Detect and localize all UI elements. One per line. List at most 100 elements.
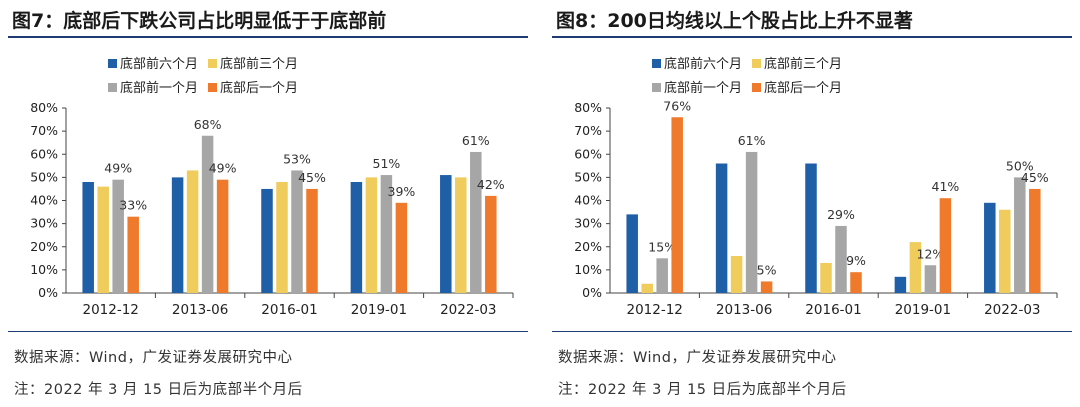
data-label: 49% bbox=[209, 161, 237, 176]
bar bbox=[656, 258, 668, 293]
data-label: 39% bbox=[388, 184, 416, 199]
bar bbox=[261, 188, 273, 293]
y-tick-label: 40% bbox=[574, 193, 602, 208]
figure-title: 图8：200日均线以上个股占比上升不显著 bbox=[556, 10, 913, 32]
legend-swatch bbox=[752, 83, 761, 92]
bar bbox=[112, 179, 124, 293]
legend-swatch bbox=[652, 83, 661, 92]
data-label: 53% bbox=[283, 151, 311, 166]
bar bbox=[306, 188, 318, 293]
x-tick-label: 2013-06 bbox=[716, 302, 772, 318]
bar bbox=[760, 281, 773, 293]
x-tick-label: 2019-01 bbox=[351, 302, 407, 318]
bar bbox=[127, 216, 139, 293]
data-label: 33% bbox=[119, 198, 147, 213]
source-divider bbox=[552, 331, 1072, 332]
y-tick-label: 20% bbox=[574, 239, 602, 254]
data-label: 5% bbox=[757, 262, 777, 277]
bar bbox=[939, 198, 952, 293]
data-label: 12% bbox=[917, 246, 945, 261]
y-tick-label: 50% bbox=[30, 169, 58, 184]
data-label: 45% bbox=[298, 170, 326, 185]
y-tick-label: 70% bbox=[574, 123, 602, 138]
figure-title: 图7：底部后下跌公司占比明显低于于底部前 bbox=[12, 10, 387, 32]
bar bbox=[470, 151, 482, 293]
x-tick-label: 2022-03 bbox=[440, 302, 496, 318]
legend-swatch bbox=[208, 59, 217, 68]
data-label: 68% bbox=[194, 117, 222, 132]
bar bbox=[626, 214, 638, 293]
bar bbox=[984, 202, 996, 293]
bar bbox=[924, 265, 937, 293]
bar bbox=[350, 182, 363, 293]
bar bbox=[730, 256, 743, 293]
legend-label: 底部前一个月 bbox=[120, 80, 198, 96]
y-tick-label: 60% bbox=[30, 146, 58, 161]
y-tick-label: 70% bbox=[30, 123, 58, 138]
legend-swatch bbox=[208, 83, 217, 92]
data-source: 数据来源：Wind，广发证券发展研究中心 bbox=[14, 350, 293, 366]
bar bbox=[909, 242, 922, 293]
bar bbox=[276, 182, 288, 293]
data-label: 42% bbox=[477, 177, 505, 192]
bar bbox=[455, 177, 467, 293]
x-tick-label: 2016-01 bbox=[261, 302, 317, 318]
bar bbox=[291, 170, 303, 293]
data-label: 9% bbox=[846, 253, 866, 268]
title-divider bbox=[8, 36, 528, 38]
data-label: 51% bbox=[373, 156, 401, 171]
legend-label: 底部后一个月 bbox=[220, 80, 298, 96]
bar bbox=[745, 151, 758, 293]
data-label: 50% bbox=[1006, 158, 1034, 173]
y-tick-label: 0% bbox=[582, 285, 602, 300]
data-label: 61% bbox=[738, 133, 766, 148]
data-source: 数据来源：Wind，广发证券发展研究中心 bbox=[558, 350, 837, 366]
y-tick-label: 30% bbox=[30, 216, 58, 231]
bar bbox=[485, 195, 497, 293]
data-label: 61% bbox=[462, 133, 490, 148]
y-tick-label: 20% bbox=[30, 239, 58, 254]
bar bbox=[715, 163, 728, 293]
bar bbox=[1014, 177, 1026, 293]
legend-swatch bbox=[752, 59, 761, 68]
data-label: 15% bbox=[648, 239, 676, 254]
legend-label: 底部前三个月 bbox=[764, 56, 842, 72]
y-tick-label: 10% bbox=[574, 262, 602, 277]
chart-panel-right: 图8：200日均线以上个股占比上升不显著 底部前六个月 底部前三个月 底部前一个月底… bbox=[552, 0, 1080, 407]
data-label: 49% bbox=[104, 161, 132, 176]
legend-swatch bbox=[108, 59, 117, 68]
x-tick-label: 2022-03 bbox=[984, 302, 1040, 318]
x-tick-label: 2016-01 bbox=[805, 302, 861, 318]
bar bbox=[216, 179, 229, 293]
bar bbox=[440, 175, 452, 293]
legend-label: 底部前六个月 bbox=[120, 56, 198, 72]
bar bbox=[201, 135, 214, 293]
bar bbox=[97, 186, 109, 293]
bar bbox=[850, 272, 862, 293]
legend-label: 底部前六个月 bbox=[664, 56, 742, 72]
y-tick-label: 80% bbox=[574, 100, 602, 115]
data-label: 29% bbox=[827, 207, 855, 222]
bar bbox=[999, 209, 1011, 293]
bar bbox=[1029, 188, 1041, 293]
footnote: 注：2022 年 3 月 15 日后为底部半个月后 bbox=[14, 382, 303, 398]
data-label: 45% bbox=[1021, 170, 1049, 185]
y-tick-label: 50% bbox=[574, 169, 602, 184]
bar bbox=[82, 182, 94, 293]
bar bbox=[395, 202, 408, 293]
title-divider bbox=[552, 36, 1072, 38]
y-tick-label: 10% bbox=[30, 262, 58, 277]
legend-label: 底部后一个月 bbox=[764, 80, 842, 96]
legend-swatch bbox=[108, 83, 117, 92]
bar bbox=[835, 225, 847, 293]
bar bbox=[171, 177, 184, 293]
legend-swatch bbox=[652, 59, 661, 68]
x-tick-label: 2012-12 bbox=[626, 302, 682, 318]
y-tick-label: 60% bbox=[574, 146, 602, 161]
y-tick-label: 30% bbox=[574, 216, 602, 231]
bar bbox=[365, 177, 378, 293]
x-tick-label: 2019-01 bbox=[895, 302, 951, 318]
x-tick-label: 2013-06 bbox=[172, 302, 228, 318]
bar bbox=[641, 283, 653, 293]
